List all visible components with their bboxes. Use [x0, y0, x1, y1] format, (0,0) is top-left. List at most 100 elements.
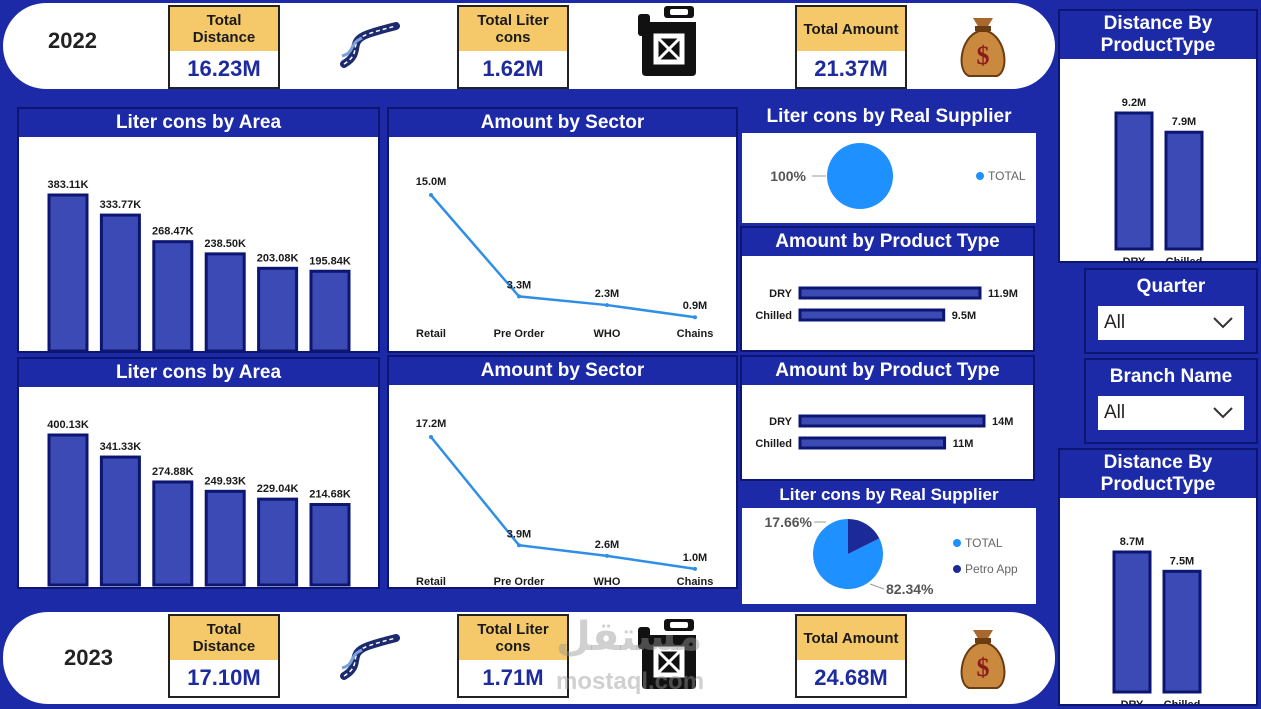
money-bag-icon: $	[955, 12, 1011, 85]
data-point	[517, 543, 521, 548]
category-label: Chains	[677, 576, 714, 587]
kpi-label: Total Liter cons	[459, 7, 567, 51]
panel-title: Distance By ProductType	[1060, 450, 1256, 498]
year-2022-label: 2022	[48, 28, 97, 53]
kpi-label: Total Distance	[170, 7, 278, 51]
category-label: Chilled	[755, 438, 792, 450]
data-label: 9.2M	[1122, 97, 1146, 109]
kpi-label: Total Distance	[170, 616, 278, 660]
category-label: Pre Order	[494, 328, 545, 340]
panel-title: Amount by Product Type	[742, 357, 1033, 385]
data-point	[517, 294, 521, 299]
kpi-total-distance-2022: Total Distance 16.23M	[168, 5, 280, 89]
panel-title: Liter cons by Area	[19, 109, 378, 137]
quarter-dropdown[interactable]: All	[1098, 306, 1244, 340]
data-label: 333.77K	[100, 199, 142, 211]
series-line	[430, 194, 696, 319]
data-label: 274.88K	[152, 466, 194, 478]
category-label: Pre Order	[494, 576, 545, 587]
category-label: WHO	[594, 576, 621, 587]
data-label: 249.93K	[204, 475, 246, 487]
kpi-label: Total Liter cons	[459, 616, 567, 660]
kpi-value: 1.62M	[482, 56, 544, 81]
category-label: Chilled	[1164, 699, 1201, 704]
data-label: 238.50K	[204, 238, 246, 250]
branch-slicer-title: Branch Name	[1109, 366, 1233, 387]
category-label: DRY	[1121, 699, 1144, 704]
data-point	[693, 315, 697, 320]
bar	[47, 433, 89, 587]
kpi-value: 21.37M	[814, 56, 888, 81]
category-label: WHO	[594, 328, 621, 340]
panel-title: Amount by Sector	[389, 357, 736, 385]
panel-sector-2023: Amount by Sector 17.2M Retail 3.9M Pre Orde…	[387, 355, 738, 589]
kpi-value: 1.71M	[482, 665, 544, 690]
bar	[47, 193, 89, 351]
watermark-url: mostaql.com	[556, 668, 705, 695]
category-label: DRY	[769, 416, 792, 428]
product-2022-chart: DRY 11.9M Chilled 9.5M	[755, 286, 1018, 322]
data-point	[605, 553, 609, 558]
quarter-selected-value: All	[1104, 312, 1126, 333]
bar	[204, 252, 246, 351]
panel-product-2023: Amount by Product Type DRY 14M Chilled 11M	[740, 355, 1035, 481]
kpi-value: 17.10M	[187, 665, 261, 690]
leader-line	[869, 583, 885, 590]
watermark-arabic: مستقل	[556, 614, 703, 660]
bar	[99, 213, 141, 351]
panel-distance-2023: Distance By ProductType 8.7M DRY 7.5M Chill…	[1058, 448, 1258, 709]
bar	[257, 497, 299, 587]
quarter-slicer-title: Quarter	[1136, 276, 1206, 297]
kpi-label: Total Amount	[797, 616, 905, 660]
slice-label: 17.66%	[765, 514, 813, 530]
panel-title: Liter cons by Area	[19, 359, 378, 387]
data-label: 229.04K	[257, 483, 299, 495]
kpi-total-amount-2023: Total Amount 24.68M	[795, 614, 907, 698]
data-label: 3.3M	[507, 279, 531, 291]
data-label: 1.0M	[683, 552, 707, 564]
data-label: 400.13K	[47, 419, 89, 431]
pie-slice	[827, 143, 893, 209]
area-2023-chart: 400.13KCairo341.33KUPR274.88KDelta249.93…	[47, 419, 351, 587]
fuel-can-icon	[638, 6, 702, 83]
data-label: 7.5M	[1170, 555, 1194, 567]
data-label: 17.2M	[416, 418, 447, 430]
bar	[99, 455, 141, 587]
supplier-2023-title: Liter cons by Real Supplier	[779, 485, 999, 504]
fuel-can-icon	[638, 616, 702, 699]
panel-supplier-2023: 82.34% 17.66% TOTAL Petro App	[742, 508, 1036, 604]
panel-title: Distance By ProductType	[1060, 11, 1256, 59]
panel-supplier-2022: 100% TOTAL	[742, 133, 1036, 223]
legend-marker	[976, 172, 984, 180]
kpi-value: 24.68M	[814, 665, 888, 690]
supplier-2023-chart: 82.34% 17.66% TOTAL Petro App	[765, 514, 1019, 597]
bar	[204, 489, 246, 587]
panel-title: Amount by Sector	[389, 109, 736, 137]
category-label: Chilled	[1166, 256, 1203, 261]
bar	[1164, 130, 1204, 251]
slice-label: 82.34%	[886, 581, 934, 597]
kpi-total-amount-2022: Total Amount 21.37M	[795, 5, 907, 89]
data-label: 11M	[953, 438, 974, 450]
data-label: 15.0M	[416, 176, 447, 188]
kpi-value: 16.23M	[187, 56, 261, 81]
panel-product-2022: Amount by Product Type DRY 11.9M Chilled 9.…	[740, 226, 1035, 352]
legend-marker	[953, 565, 961, 573]
pie-slice	[848, 519, 880, 554]
bar	[309, 503, 351, 587]
category-label: Chains	[677, 328, 714, 340]
bar	[152, 480, 194, 587]
data-point	[429, 193, 433, 197]
data-label: 11.9M	[988, 288, 1018, 300]
distance-2022-chart: 9.2M DRY 7.9M Chilled	[1114, 97, 1204, 268]
bar	[1114, 111, 1154, 251]
svg-text:$: $	[977, 653, 990, 682]
chevron-down-icon	[1213, 317, 1233, 329]
series-line	[430, 436, 696, 571]
branch-selected-value: All	[1104, 402, 1126, 423]
chevron-down-icon	[1213, 407, 1233, 419]
bar	[798, 414, 986, 428]
panel-sector-2022: Amount by Sector 15.0M Retail 3.3M Pre Orde…	[387, 107, 738, 353]
legend-marker	[953, 539, 961, 547]
branch-dropdown[interactable]: All	[1098, 396, 1244, 430]
